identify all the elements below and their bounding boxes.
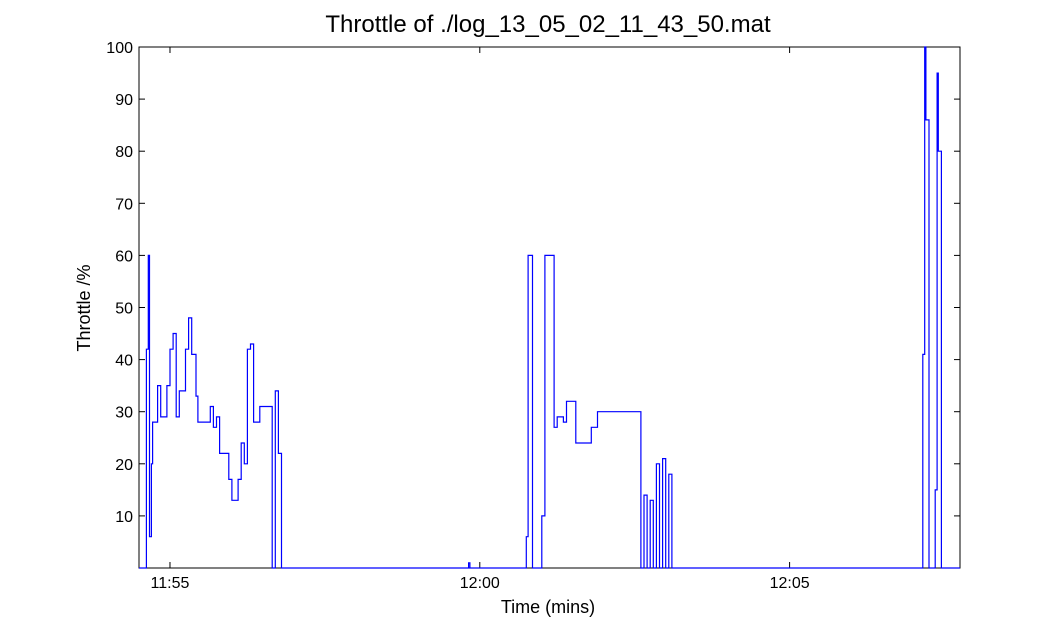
plot-area-frame xyxy=(138,46,961,569)
axis-ticks: 10 20 30 40 50 60 70 80 90 100 11:55 12:00 12:05 xyxy=(106,40,960,592)
y-tick-label: 100 xyxy=(106,40,133,57)
x-tick-label: 12:00 xyxy=(460,575,500,592)
y-tick-label: 60 xyxy=(115,248,133,265)
y-tick-label: 80 xyxy=(115,144,133,161)
y-tick-label: 10 xyxy=(115,509,133,526)
y-tick-label: 50 xyxy=(115,301,133,318)
y-tick-label: 40 xyxy=(115,353,133,370)
x-tick-label: 12:05 xyxy=(770,575,810,592)
y-axis-label: Throttle /% xyxy=(74,264,94,351)
y-tick-label: 70 xyxy=(115,196,133,213)
y-tick-label: 90 xyxy=(115,92,133,109)
series-line-throttle xyxy=(139,46,960,569)
chart-title: Throttle of ./log_13_05_02_11_43_50.mat xyxy=(325,11,771,38)
x-axis-label: Time (mins) xyxy=(501,597,595,617)
x-tick-label: 11:55 xyxy=(151,575,190,592)
y-tick-label: 20 xyxy=(115,457,133,474)
y-tick-label: 30 xyxy=(115,405,133,422)
